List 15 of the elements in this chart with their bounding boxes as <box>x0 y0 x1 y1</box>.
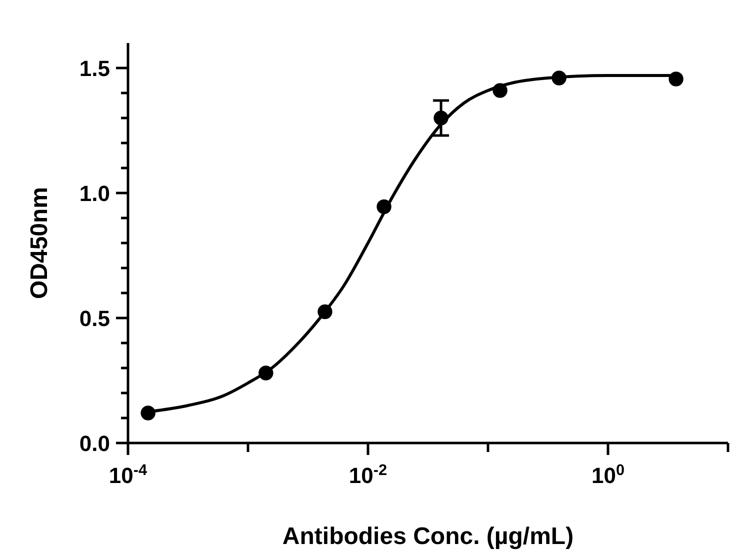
point <box>552 70 566 86</box>
y-tick-label: 1.0 <box>79 181 110 206</box>
y-axis-title: OD450nm <box>26 186 53 300</box>
point <box>376 199 392 214</box>
y-tick-label: 0.0 <box>79 431 110 456</box>
x-tick-label: 10$^{-4}$ <box>108 462 148 488</box>
point <box>434 110 448 126</box>
y-tick-label: 1.5 <box>79 56 110 81</box>
x-tick-label: 10$^{0}$ <box>591 462 625 488</box>
point <box>258 366 274 380</box>
point <box>492 83 508 98</box>
y-tick-label: 0.5 <box>79 306 110 331</box>
point <box>318 304 332 320</box>
x-tick-label: 10$^{-2}$ <box>348 462 388 488</box>
x-axis-title: Antibodies Conc. (µg/mL) <box>282 523 574 550</box>
